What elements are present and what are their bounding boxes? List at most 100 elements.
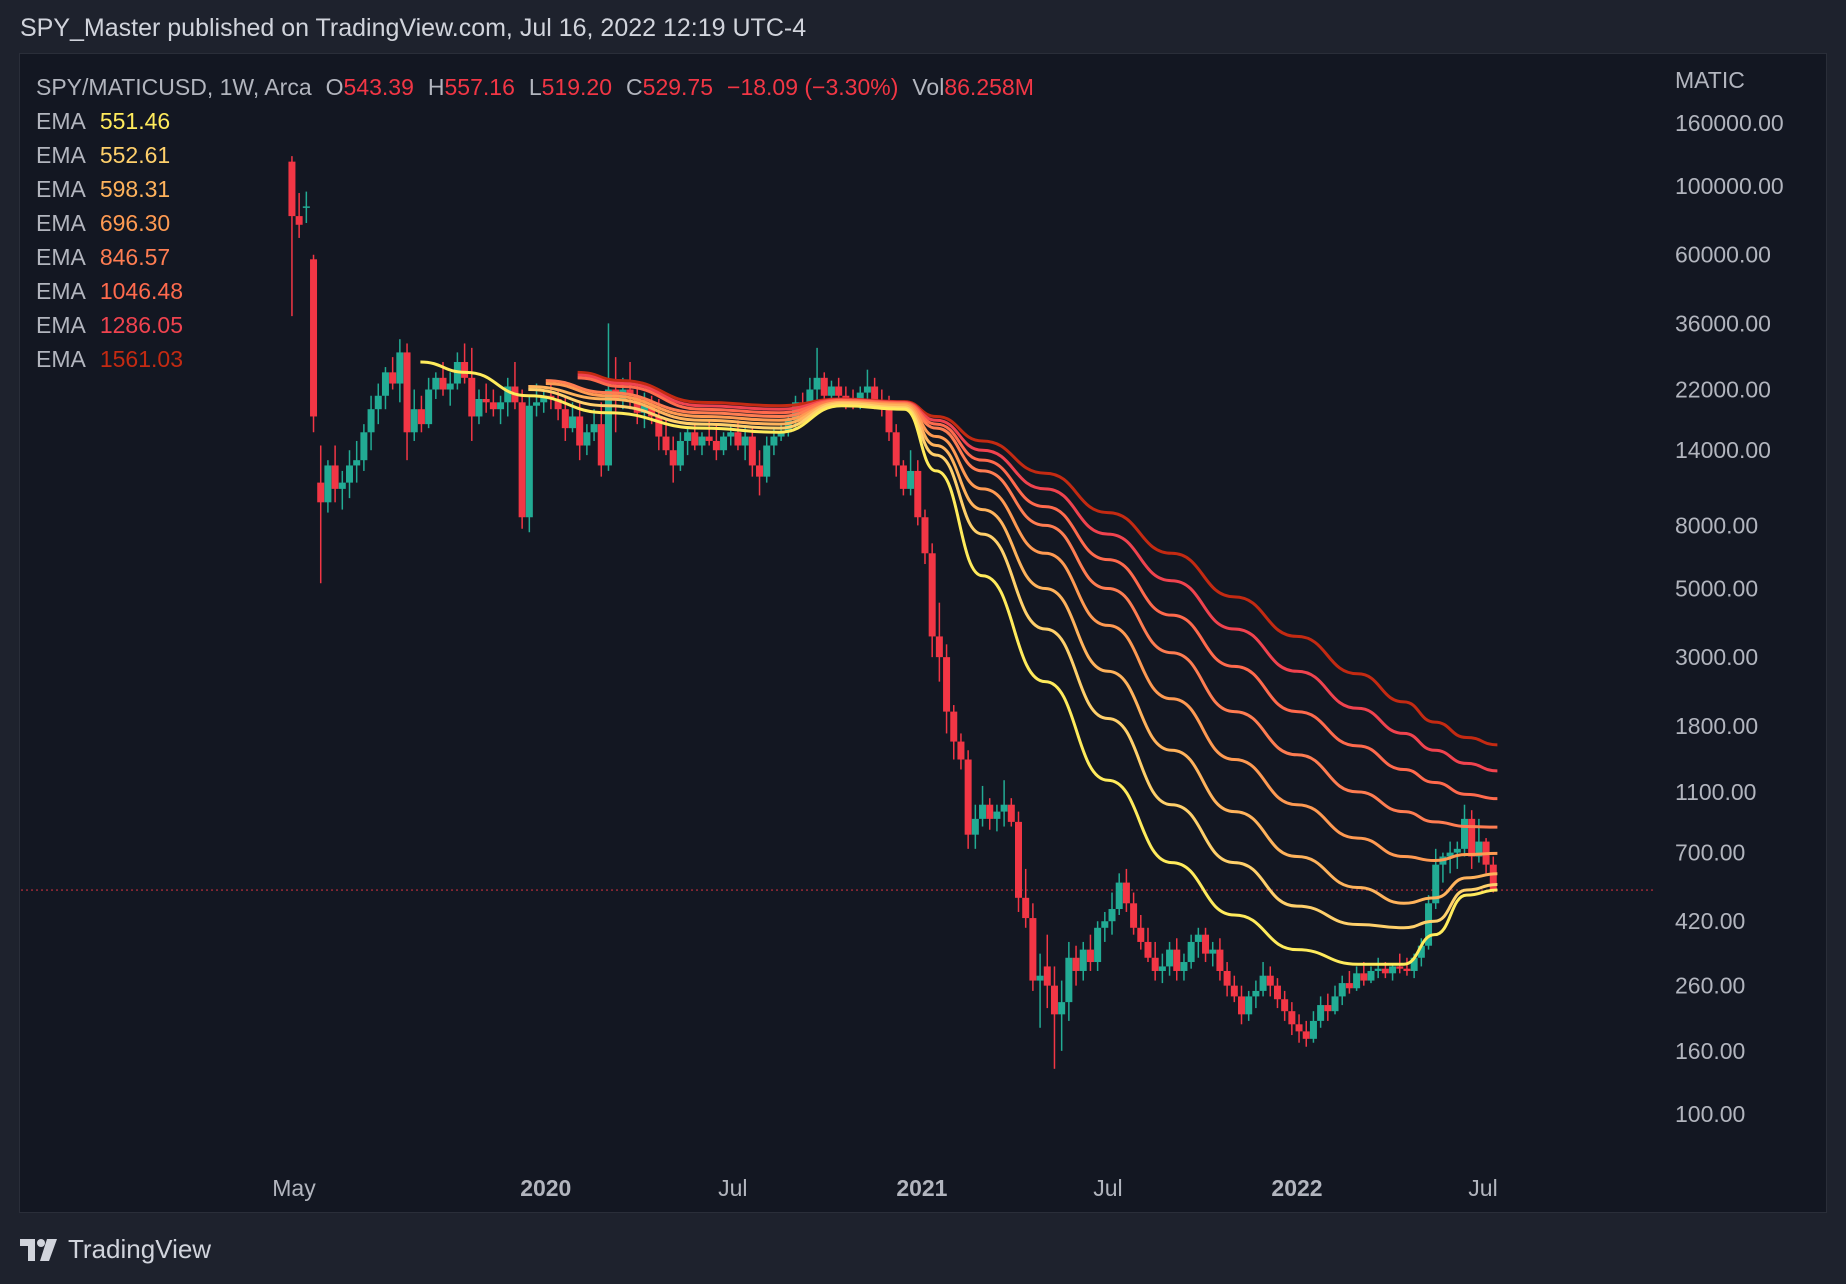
candle-body (353, 460, 361, 466)
candle-body (482, 398, 490, 403)
candle (288, 156, 296, 317)
candle-body (684, 432, 692, 441)
candle-body (928, 553, 936, 637)
ema-legend-row[interactable]: EMA 551.46 (36, 104, 1034, 138)
candle-body (554, 398, 562, 410)
candle-body (1266, 975, 1274, 986)
candle-body (1295, 1024, 1303, 1032)
candle-body (1475, 841, 1483, 857)
candle-body (1194, 934, 1202, 942)
candle-body (921, 517, 929, 554)
tradingview-footer[interactable]: TradingView (20, 1234, 211, 1265)
volume-value: 86.258M (944, 74, 1034, 100)
ema-label: EMA (36, 210, 86, 236)
candle (971, 804, 979, 849)
ema-legend-row[interactable]: EMA 696.30 (36, 206, 1034, 240)
candle-body (971, 818, 979, 835)
candle-body (317, 482, 325, 503)
candle (302, 191, 310, 223)
ema-legend-row[interactable]: EMA 1046.48 (36, 274, 1034, 308)
candle-body (1410, 957, 1418, 971)
candle (1209, 941, 1217, 967)
x-tick-label: May (272, 1175, 316, 1201)
candle (1374, 957, 1382, 979)
candle-body (1367, 970, 1375, 981)
y-tick-label: 1100.00 (1675, 779, 1756, 805)
candle-body (806, 389, 814, 410)
y-tick-label: 1800.00 (1675, 713, 1758, 739)
ema-legend-row[interactable]: EMA 552.61 (36, 138, 1034, 172)
ema-legend-row[interactable]: EMA 1561.03 (36, 342, 1034, 376)
candle (676, 432, 684, 471)
candle (1468, 810, 1476, 869)
candle-body (763, 445, 771, 477)
ema-legend-row[interactable]: EMA 598.31 (36, 172, 1034, 206)
candle-body (1453, 848, 1461, 853)
candle-body (770, 436, 778, 446)
candle-body (568, 416, 576, 429)
volume-label: Vol (912, 74, 945, 100)
symbol-label[interactable]: SPY/MATICUSD, 1W, Arca (36, 74, 312, 100)
y-tick-label: 160000.00 (1675, 110, 1784, 136)
candle (1108, 892, 1116, 935)
candle-body (899, 465, 907, 489)
candle (389, 357, 397, 390)
candle-body (1079, 949, 1087, 971)
candle-body (626, 389, 634, 396)
candle (518, 389, 526, 529)
candle-body (367, 409, 375, 433)
candle (1158, 953, 1166, 984)
candle-body (1468, 818, 1476, 857)
candle-body (1130, 903, 1138, 928)
candle-body (662, 436, 670, 451)
candle-body (1202, 934, 1210, 954)
y-tick-label: 420.00 (1675, 908, 1745, 934)
candle-body (777, 432, 785, 437)
candle (367, 395, 375, 451)
high-value: 557.16 (444, 74, 515, 100)
y-tick-label: 160.00 (1675, 1038, 1745, 1064)
ema-legend-row[interactable]: EMA 1286.05 (36, 308, 1034, 342)
candle-body (525, 405, 533, 518)
ema-legend-row[interactable]: EMA 846.57 (36, 240, 1034, 274)
candle-body (1302, 1031, 1310, 1039)
candle-body (345, 465, 353, 483)
tradingview-brand: TradingView (68, 1234, 212, 1264)
candle-body (1238, 996, 1246, 1015)
candle (1072, 945, 1080, 986)
candle-body (310, 259, 318, 417)
candle (1259, 962, 1267, 997)
y-tick-label: 60000.00 (1675, 242, 1771, 268)
candle-body (396, 352, 404, 384)
candle (295, 193, 303, 238)
chart-panel[interactable] (19, 53, 1827, 1213)
candle (1324, 993, 1332, 1021)
candle-body (986, 804, 994, 819)
ema-label: EMA (36, 244, 86, 270)
candle-body (734, 432, 742, 446)
candle-body (1086, 949, 1094, 963)
candle-body (604, 389, 612, 466)
candle-body (1489, 864, 1497, 890)
candle-body (1144, 941, 1152, 958)
candle-body (1216, 949, 1224, 971)
candle (684, 428, 692, 456)
candle-body (1309, 1020, 1317, 1039)
change-value: −18.09 (−3.30%) (727, 74, 899, 100)
x-tick-label: 2022 (1271, 1175, 1322, 1201)
candle (899, 460, 907, 496)
candle-body (698, 436, 706, 446)
candle-body (827, 386, 835, 396)
x-tick-label: Jul (1468, 1175, 1497, 1201)
candle-body (1252, 990, 1260, 997)
candle-body (374, 395, 382, 410)
candle (374, 383, 382, 425)
ema-value: 1286.05 (99, 312, 183, 338)
candle-body (1324, 1005, 1332, 1012)
candle (1309, 1011, 1317, 1043)
ema-value: 552.61 (99, 142, 171, 168)
candle-body (1288, 1011, 1296, 1025)
candle-body (533, 402, 541, 406)
candle (1043, 934, 1051, 1009)
